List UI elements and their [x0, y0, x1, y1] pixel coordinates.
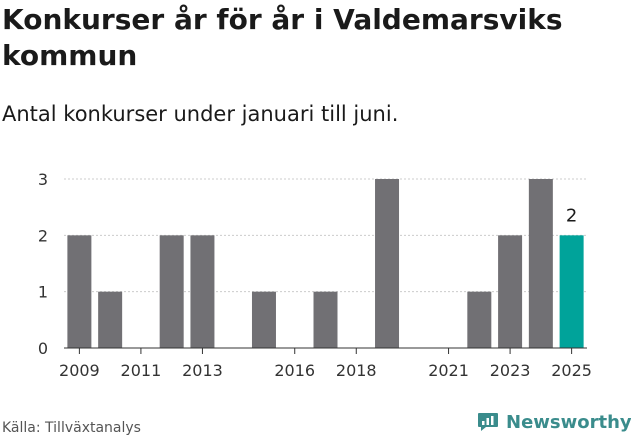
bar-2009: [67, 235, 92, 348]
bar-2023: [498, 235, 523, 348]
brand-name: Newsworthy: [506, 411, 631, 433]
labels: 0 1 2 3 2009 2011 2013 2016 2018 2021 2023 2025 2: [38, 170, 592, 380]
bar-2022: [467, 291, 492, 348]
y-tick-label: 3: [38, 170, 48, 189]
brand-logo: Newsworthy: [476, 408, 631, 436]
bars: [67, 179, 584, 348]
x-tick-label: 2018: [336, 361, 377, 380]
bar-chart: 0 1 2 3 2009 2011 2013 2016 2018 2021 2023 2025 2: [38, 170, 592, 380]
bar-2012: [159, 235, 184, 348]
y-tick-label: 2: [38, 226, 48, 245]
x-tick-label: 2023: [490, 361, 531, 380]
chart-subtitle: Antal konkurser under januari till juni.: [2, 102, 399, 126]
bar-2019: [375, 179, 400, 348]
bar-2025: [559, 235, 584, 348]
axes: [64, 347, 587, 354]
x-tick-label: 2011: [121, 361, 162, 380]
bar-2013: [190, 235, 215, 348]
y-tick-label: 1: [38, 283, 48, 302]
chart-title: Konkurser år för år i Valdemarsviks komm…: [2, 3, 563, 72]
x-tick-label: 2025: [551, 361, 592, 380]
newsworthy-logo-icon: [478, 413, 498, 431]
x-tick-label: 2016: [274, 361, 315, 380]
highlight-data-label: 2: [566, 205, 577, 226]
bar-2017: [313, 291, 338, 348]
bar-2015: [251, 291, 276, 348]
bar-2024: [528, 179, 553, 348]
x-tick-label: 2009: [59, 361, 100, 380]
y-tick-label: 0: [38, 339, 48, 358]
bar-2010: [98, 291, 123, 348]
x-tick-label: 2013: [182, 361, 223, 380]
source-note: Källa: Tillväxtanalys: [2, 420, 141, 436]
x-tick-label: 2021: [428, 361, 469, 380]
